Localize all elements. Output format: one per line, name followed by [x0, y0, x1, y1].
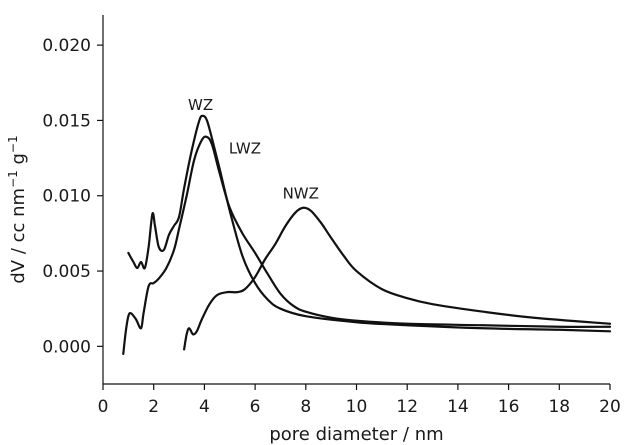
- x-tick-label: 10: [346, 397, 368, 417]
- x-tick-label: 18: [548, 397, 570, 417]
- x-tick-label: 16: [498, 397, 520, 417]
- y-ticks: 0.000 0.005 0.010 0.015 0.020: [42, 36, 103, 357]
- y-axis-title-sup2: −1: [6, 135, 20, 153]
- x-ticks: 0 2 4 6 8 10 12 14 16 18 20: [98, 384, 621, 417]
- series-label-lwz: LWZ: [229, 140, 261, 158]
- x-tick-label: 14: [447, 397, 469, 417]
- y-axis-title: dV / cc nm−1 g−1: [6, 135, 29, 283]
- series-label-wz: WZ: [188, 96, 213, 114]
- series-labels: WZ LWZ NWZ: [188, 96, 319, 203]
- x-tick-label: 4: [199, 397, 210, 417]
- series-line-lwz: [122, 135, 612, 355]
- y-tick-label: 0.005: [42, 262, 91, 282]
- curves: [122, 114, 612, 355]
- x-tick-label: 12: [396, 397, 418, 417]
- x-tick-label: 6: [250, 397, 261, 417]
- x-tick-label: 0: [98, 397, 109, 417]
- y-tick-label: 0.000: [42, 337, 91, 357]
- x-tick-label: 8: [300, 397, 311, 417]
- y-axis-title-unit: g: [8, 153, 29, 170]
- y-tick-label: 0.010: [42, 187, 91, 207]
- series-label-nwz: NWZ: [283, 185, 319, 203]
- y-axis-title-main: dV / cc nm: [8, 188, 29, 284]
- series-line-wz: [127, 114, 612, 333]
- y-axis-title-sup1: −1: [6, 170, 20, 188]
- y-tick-label: 0.020: [42, 36, 91, 56]
- series-line-nwz: [183, 206, 612, 351]
- x-tick-label: 2: [148, 397, 159, 417]
- x-axis-title: pore diameter / nm: [269, 424, 443, 445]
- x-tick-label: 20: [599, 397, 621, 417]
- y-tick-label: 0.015: [42, 111, 91, 131]
